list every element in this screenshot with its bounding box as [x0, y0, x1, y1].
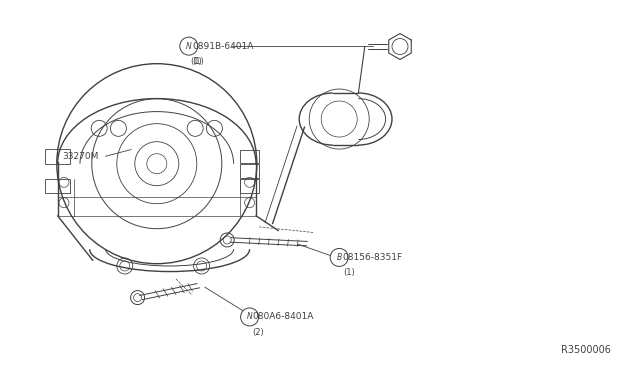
Text: (1): (1) — [191, 57, 202, 65]
Text: 0891B-6401A: 0891B-6401A — [192, 42, 253, 51]
Text: N: N — [186, 42, 191, 51]
Text: (1): (1) — [193, 57, 204, 66]
Text: (1): (1) — [343, 268, 355, 277]
Text: R3500006: R3500006 — [561, 345, 611, 355]
Circle shape — [180, 37, 198, 55]
Text: (2): (2) — [253, 328, 264, 337]
Circle shape — [330, 248, 348, 266]
Text: 080A6-8401A: 080A6-8401A — [253, 312, 314, 321]
Text: B: B — [337, 253, 342, 262]
Text: N: N — [247, 312, 252, 321]
Circle shape — [241, 308, 259, 326]
Text: 33270M: 33270M — [63, 152, 99, 161]
Text: 08156-8351F: 08156-8351F — [342, 253, 403, 262]
